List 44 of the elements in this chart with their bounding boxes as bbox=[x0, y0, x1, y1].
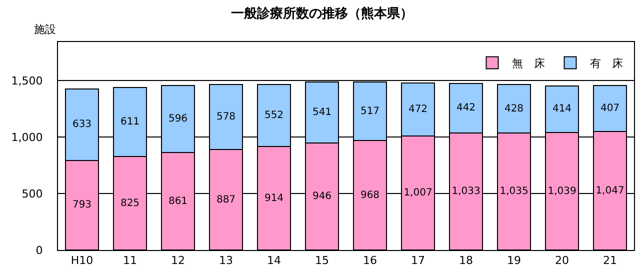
legend-label: 無 床 bbox=[512, 57, 546, 70]
y-axis-title: 施設 bbox=[34, 23, 56, 36]
data-label: 633 bbox=[72, 119, 92, 130]
x-tick-label: 11 bbox=[123, 254, 137, 268]
y-tick-label: 0 bbox=[36, 244, 43, 257]
x-tick-label: H10 bbox=[70, 254, 94, 268]
data-label: 472 bbox=[408, 104, 428, 115]
data-label: 793 bbox=[72, 200, 92, 211]
x-tick-label: 16 bbox=[363, 254, 377, 268]
data-label: 946 bbox=[312, 191, 332, 202]
y-tick-label: 1,000 bbox=[11, 130, 43, 144]
y-tick-label: 500 bbox=[22, 187, 43, 200]
legend-label: 有 床 bbox=[590, 57, 624, 70]
x-tick-label: 21 bbox=[603, 254, 617, 268]
data-label: 1,007 bbox=[404, 188, 432, 199]
data-label: 611 bbox=[120, 116, 140, 128]
data-label: 442 bbox=[456, 102, 476, 114]
y-tick-label: 1,500 bbox=[11, 74, 43, 88]
data-label: 887 bbox=[216, 194, 236, 206]
data-label: 517 bbox=[360, 106, 380, 117]
x-tick-label: 12 bbox=[171, 254, 185, 268]
chart-title: 一般診療所数の推移（熊本県） bbox=[231, 5, 413, 22]
data-label: 428 bbox=[504, 103, 524, 114]
data-label: 861 bbox=[168, 196, 188, 207]
data-label: 968 bbox=[360, 190, 380, 201]
x-tick-label: 18 bbox=[459, 254, 473, 268]
data-label: 1,035 bbox=[500, 186, 528, 197]
x-tick-label: 13 bbox=[219, 254, 233, 268]
data-label: 1,047 bbox=[596, 185, 624, 196]
x-tick-label: 17 bbox=[411, 254, 425, 268]
data-label: 541 bbox=[312, 106, 332, 118]
data-label: 1,039 bbox=[548, 186, 576, 197]
data-label: 414 bbox=[552, 104, 572, 115]
data-label: 825 bbox=[120, 198, 140, 209]
data-label: 578 bbox=[216, 112, 236, 123]
data-label: 1,033 bbox=[452, 186, 480, 198]
x-tick-label: 20 bbox=[555, 254, 569, 268]
x-tick-label: 19 bbox=[507, 254, 521, 268]
x-tick-label: 15 bbox=[315, 254, 329, 268]
x-tick-label: 14 bbox=[267, 254, 281, 268]
data-label: 407 bbox=[600, 103, 620, 114]
data-label: 914 bbox=[264, 192, 284, 204]
data-label: 596 bbox=[168, 113, 188, 124]
data-label: 552 bbox=[264, 110, 284, 121]
